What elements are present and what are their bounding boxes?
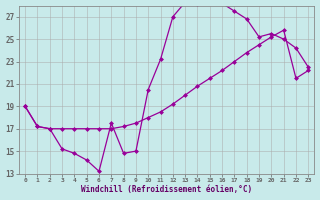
X-axis label: Windchill (Refroidissement éolien,°C): Windchill (Refroidissement éolien,°C) [81, 185, 252, 194]
